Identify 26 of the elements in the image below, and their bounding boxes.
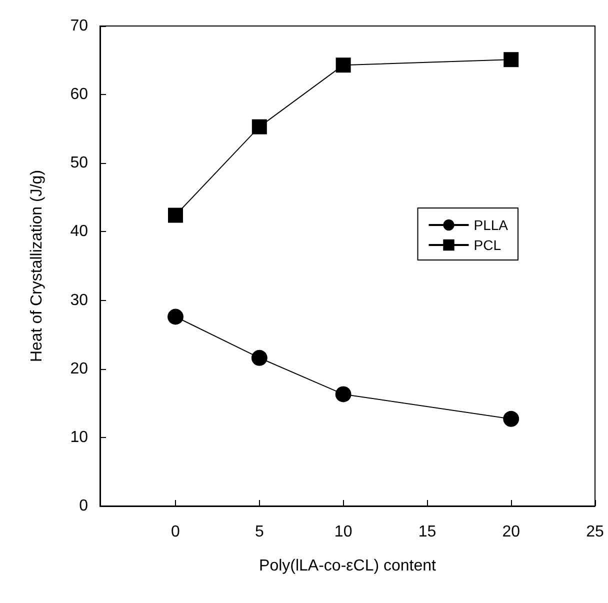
x-tick-label: 20 — [502, 524, 520, 540]
point — [252, 119, 267, 134]
y-tick-label: 20 — [70, 360, 88, 378]
x-tick-label: 15 — [418, 524, 436, 540]
legend-label: PCL — [474, 237, 502, 253]
point — [168, 308, 184, 325]
y-tick-label: 0 — [79, 498, 88, 514]
x-tick-label: 25 — [586, 524, 604, 540]
legend-label: PLLA — [474, 217, 509, 233]
point — [168, 208, 184, 223]
y-tick-label: 50 — [70, 154, 88, 172]
x-tick-label: 0 — [171, 524, 180, 540]
y-tick-label: 60 — [70, 86, 88, 104]
x-axis-title: Poly(lLA-co-εCL) content — [259, 558, 437, 574]
x-tick-label: 5 — [254, 524, 264, 540]
point — [251, 350, 268, 366]
y-tick-label: 10 — [70, 428, 88, 446]
point — [336, 58, 351, 73]
y-tick-label: 30 — [70, 292, 88, 309]
y-axis-title: Heat of Crystallization (J/g) — [28, 170, 46, 362]
point — [503, 410, 520, 427]
y-tick-label: 70 — [70, 18, 88, 34]
x-tick-label: 10 — [334, 524, 352, 540]
y-tick-label: 40 — [70, 223, 88, 240]
point — [335, 386, 352, 402]
point — [504, 52, 519, 68]
